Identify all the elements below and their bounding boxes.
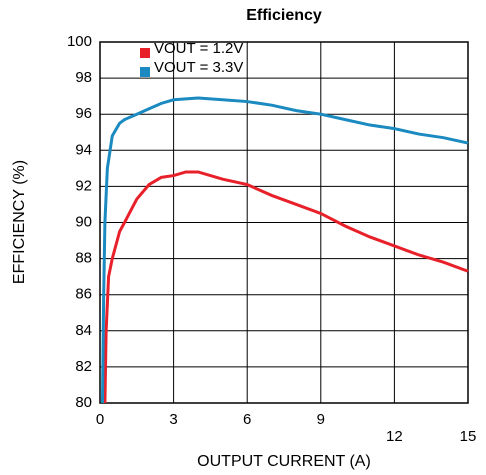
x-tick-label: 9 [317,411,325,428]
y-axis-label: EFFICIENCY (%) [11,160,28,284]
x-tick-label: 12 [386,428,403,445]
y-tick-label: 100 [67,33,92,50]
chart-title: Efficiency [246,7,322,24]
y-tick-label: 92 [75,177,92,194]
legend-swatch [140,48,150,58]
legend-label: VOUT = 3.3V [154,59,243,76]
plot-frame [99,41,469,404]
y-tick-label: 94 [75,141,92,158]
x-axis-label: OUTPUT CURRENT (A) [197,453,371,470]
y-tick-label: 98 [75,69,92,86]
y-tick-label: 96 [75,105,92,122]
x-tick-label: 15 [460,428,477,445]
legend-label: VOUT = 1.2V [154,40,243,57]
y-tick-label: 80 [75,394,92,411]
x-tick-label: 0 [96,411,104,428]
legend-swatch [140,67,150,77]
x-tick-label: 6 [243,411,251,428]
x-tick-label: 3 [169,411,177,428]
y-tick-label: 82 [75,358,92,375]
y-tick-label: 84 [75,322,92,339]
y-tick-label: 90 [75,213,92,230]
series-line [100,96,469,404]
y-tick-label: 88 [75,250,92,267]
y-tick-label: 86 [75,286,92,303]
series-line [103,170,469,404]
